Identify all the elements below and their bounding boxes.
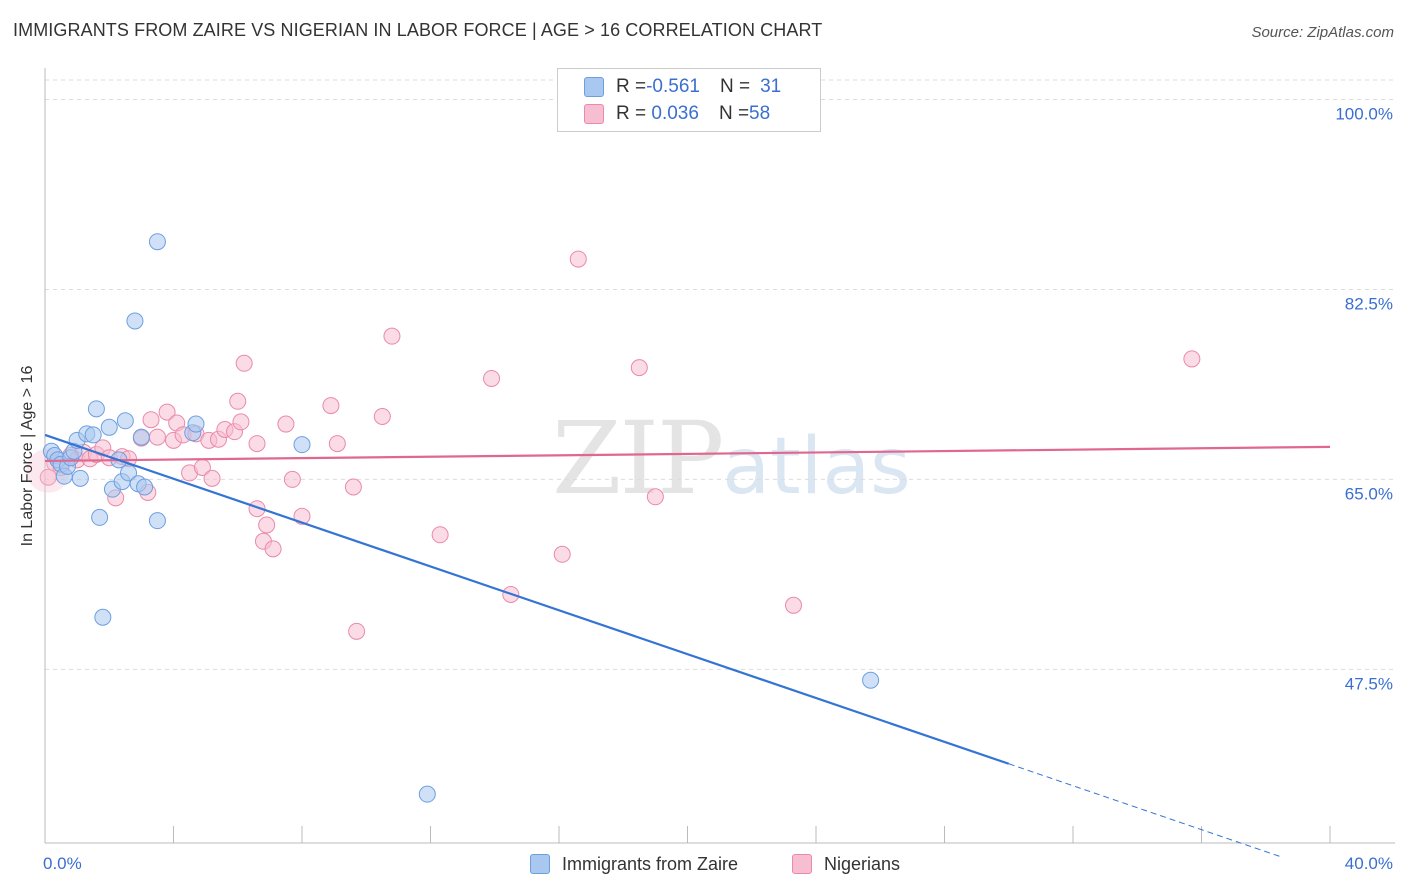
nigerian-point bbox=[569, 250, 587, 268]
x-tick-label: 40.0% bbox=[1345, 854, 1393, 873]
legend-r-value: 0.036 bbox=[646, 103, 699, 124]
watermark-atlas: atlas bbox=[722, 422, 911, 512]
nigerian-point bbox=[203, 469, 221, 487]
zaire-points bbox=[42, 233, 880, 803]
zaire-point bbox=[126, 312, 144, 330]
nigerian-point bbox=[483, 369, 501, 387]
legend-row-zaire: R = -0.561 N = 31 bbox=[584, 75, 781, 99]
nigerian-point bbox=[277, 415, 295, 433]
grid-lines bbox=[45, 79, 1395, 670]
nigerian-point bbox=[646, 488, 664, 506]
zaire-point bbox=[187, 415, 205, 433]
legend-n-value: 58 bbox=[749, 103, 771, 124]
nigerians-trend-line bbox=[44, 445, 1331, 463]
zaire-point bbox=[100, 418, 118, 436]
y-axis-label: In Labor Force | Age > 16 bbox=[19, 365, 36, 547]
zaire-point bbox=[84, 426, 102, 444]
nigerian-point bbox=[142, 411, 160, 429]
zaire-point bbox=[293, 436, 311, 454]
zaire-point bbox=[862, 671, 880, 689]
nigerian-point bbox=[348, 622, 366, 640]
legend-r-value: -0.561 bbox=[646, 76, 700, 97]
zaire-point bbox=[148, 233, 166, 251]
zaire-swatch bbox=[584, 77, 604, 97]
nigerian-point bbox=[248, 500, 266, 518]
nigerian-point bbox=[148, 428, 166, 446]
nigerian-point bbox=[158, 403, 176, 421]
axes bbox=[44, 68, 1395, 844]
nigerian-point bbox=[328, 435, 346, 453]
bottom-legend-zaire: Immigrants from Zaire bbox=[530, 852, 738, 876]
zaire-point bbox=[87, 400, 105, 418]
watermark: ZIPatlas bbox=[552, 400, 911, 517]
legend-n-label: N = bbox=[718, 103, 750, 124]
trend-lines bbox=[44, 433, 1331, 858]
nigerian-point bbox=[373, 407, 391, 425]
zaire-point bbox=[136, 478, 154, 496]
x-tick-label: 0.0% bbox=[43, 854, 82, 873]
nigerian-point bbox=[264, 540, 282, 558]
nigerians-points bbox=[26, 250, 1201, 640]
legend-r-label: R = bbox=[616, 76, 647, 97]
zaire-point bbox=[148, 512, 166, 530]
source-credit: Source: ZipAtlas.com bbox=[1251, 24, 1394, 41]
nigerian-point bbox=[1183, 350, 1201, 368]
legend-n-label: N = bbox=[719, 76, 751, 97]
zaire-point bbox=[116, 412, 134, 430]
nigerian-point bbox=[283, 470, 301, 488]
bottom-legend-nigerians-label: Nigerians bbox=[824, 853, 901, 874]
zaire-point bbox=[120, 464, 138, 482]
chart-title: IMMIGRANTS FROM ZAIRE VS NIGERIAN IN LAB… bbox=[13, 20, 823, 40]
tick-labels: 47.5% 65.0% 82.5% 100.0% 0.0% 40.0% bbox=[43, 105, 1393, 873]
y-tick-label: 82.5% bbox=[1345, 294, 1393, 313]
zaire-point bbox=[91, 508, 109, 526]
nigerian-point bbox=[232, 413, 250, 431]
y-tick-label: 100.0% bbox=[1335, 105, 1393, 124]
bottom-legend-nigerians: Nigerians bbox=[792, 852, 900, 876]
zaire-point bbox=[132, 428, 150, 446]
zaire-trend-extension bbox=[1008, 763, 1282, 858]
stats-legend: R = -0.561 N = 31 R = 0.036 N = 58 bbox=[557, 68, 821, 132]
nigerian-point bbox=[322, 397, 340, 415]
zaire-point bbox=[418, 785, 436, 803]
bottom-legend-zaire-label: Immigrants from Zaire bbox=[562, 853, 739, 874]
nigerian-point bbox=[235, 354, 253, 372]
nigerian-point bbox=[630, 359, 648, 377]
zaire-point bbox=[94, 608, 112, 626]
zaire-swatch bbox=[530, 854, 550, 874]
nigerian-point bbox=[344, 478, 362, 496]
zaire-trend-line bbox=[44, 433, 1010, 765]
y-tick-label: 65.0% bbox=[1345, 484, 1393, 503]
y-tick-label: 47.5% bbox=[1345, 674, 1393, 693]
nigerian-point bbox=[248, 435, 266, 453]
nigerians-swatch bbox=[792, 854, 812, 874]
nigerian-point bbox=[785, 596, 803, 614]
nigerian-point bbox=[383, 327, 401, 345]
zaire-point bbox=[71, 469, 89, 487]
legend-row-nigerians: R = 0.036 N = 58 bbox=[584, 102, 770, 126]
watermark-zip: ZIP bbox=[552, 400, 724, 517]
nigerian-point bbox=[258, 516, 276, 534]
legend-r-label: R = bbox=[616, 103, 647, 124]
nigerian-point bbox=[553, 545, 571, 563]
legend-n-value: 31 bbox=[760, 76, 782, 97]
nigerians-swatch bbox=[584, 104, 604, 124]
nigerian-point bbox=[229, 392, 247, 410]
nigerian-point bbox=[431, 526, 449, 544]
